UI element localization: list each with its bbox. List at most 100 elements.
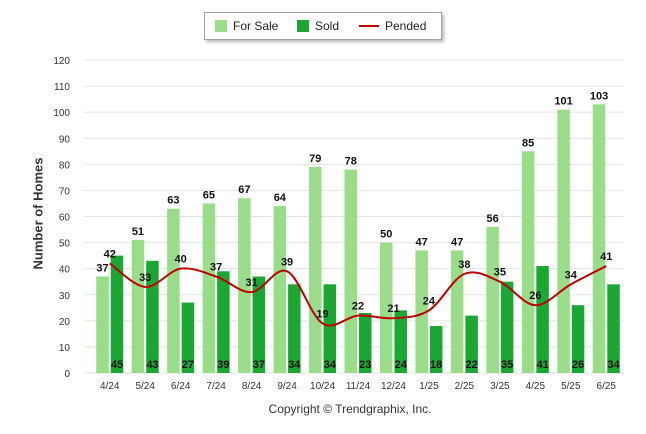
for-sale-value-label: 63 xyxy=(167,195,179,207)
for-sale-value-label: 64 xyxy=(274,192,287,204)
sold-value-label: 34 xyxy=(324,359,337,371)
y-tick-label: 120 xyxy=(53,56,70,67)
for-sale-value-label: 56 xyxy=(486,213,498,225)
pended-value-label: 38 xyxy=(458,259,470,271)
pended-value-label: 22 xyxy=(352,301,364,313)
pended-value-label: 21 xyxy=(387,303,399,315)
pended-value-label: 19 xyxy=(316,308,328,320)
for-sale-value-label: 65 xyxy=(203,189,215,201)
sold-bar xyxy=(571,305,585,373)
pended-value-label: 39 xyxy=(281,256,293,268)
pended-series-line xyxy=(109,262,607,327)
y-tick-label: 90 xyxy=(59,134,71,145)
sold-bar xyxy=(536,266,549,373)
x-tick-label: 5/25 xyxy=(561,381,581,392)
legend: For Sale Sold Pended xyxy=(204,12,442,40)
x-tick-label: 7/24 xyxy=(206,381,226,392)
copyright-text: Copyright © Trendgraphix, Inc. xyxy=(268,402,432,416)
x-tick-label: 10/24 xyxy=(310,381,335,392)
y-tick-label: 60 xyxy=(59,213,71,224)
for-sale-bar xyxy=(379,242,393,373)
sold-value-label: 39 xyxy=(217,359,229,371)
sold-value-label: 22 xyxy=(466,359,478,371)
x-tick-label: 2/25 xyxy=(455,381,475,392)
for-sale-bar xyxy=(273,206,287,373)
sold-bar xyxy=(359,313,372,373)
sold-legend-swatch xyxy=(297,20,309,32)
sold-value-label: 18 xyxy=(430,359,442,371)
y-tick-label: 100 xyxy=(53,108,70,119)
sold-bar xyxy=(394,310,407,373)
for-sale-value-label: 85 xyxy=(522,137,534,149)
for-sale-value-label: 67 xyxy=(238,184,250,196)
x-axis-ticks: 4/24 5/24 6/24 7/24 8/24 9/24 10/24 11/24 12/24 1… xyxy=(100,381,616,392)
sold-legend-label: Sold xyxy=(315,19,340,33)
y-axis-title: Number of Homes xyxy=(30,157,46,270)
pended-legend-label: Pended xyxy=(385,19,427,33)
data-labels: 37 45 51 43 63 27 65 39 67 37 64 34 79 34 78 23 50 24 47 18… xyxy=(96,90,620,371)
pended-value-label: 35 xyxy=(494,267,506,279)
sold-bar xyxy=(181,302,195,373)
for-sale-value-label: 37 xyxy=(96,262,108,274)
for-sale-value-label: 47 xyxy=(416,236,428,248)
x-tick-label: 6/24 xyxy=(171,381,191,392)
sold-bar xyxy=(288,284,301,373)
for-sale-bar xyxy=(202,203,216,373)
for-sale-bar xyxy=(415,250,428,373)
pended-value-label: 24 xyxy=(423,295,436,307)
pended-value-label: 40 xyxy=(175,254,187,266)
sold-bar xyxy=(500,281,514,373)
y-axis-ticks: 0 10 20 30 40 50 60 70 80 90 100 110 120 xyxy=(53,56,70,380)
sold-value-label: 26 xyxy=(572,359,584,371)
for-sale-value-label: 50 xyxy=(380,229,392,241)
y-tick-label: 0 xyxy=(64,369,70,380)
for-sale-bar xyxy=(592,104,606,373)
x-tick-label: 6/25 xyxy=(597,381,617,392)
y-tick-label: 70 xyxy=(59,186,71,197)
y-tick-label: 40 xyxy=(59,265,71,276)
y-tick-label: 80 xyxy=(59,160,71,171)
for-sale-bar xyxy=(96,276,109,373)
sold-value-label: 45 xyxy=(111,359,123,371)
x-tick-label: 4/25 xyxy=(526,381,546,392)
sold-bar xyxy=(252,276,266,373)
sold-value-label: 41 xyxy=(536,359,548,371)
y-tick-label: 50 xyxy=(59,239,71,250)
for-sale-bar xyxy=(521,151,535,373)
sold-bar xyxy=(607,284,620,373)
bars xyxy=(96,104,620,373)
y-tick-label: 20 xyxy=(59,317,71,328)
for-sale-bar xyxy=(167,208,180,373)
for-sale-bar xyxy=(309,166,322,373)
x-tick-label: 9/24 xyxy=(277,381,297,392)
sold-bar xyxy=(110,255,124,373)
sold-value-label: 34 xyxy=(288,359,301,371)
sold-value-label: 24 xyxy=(395,359,408,371)
sold-bar xyxy=(429,326,443,373)
for-sale-bar xyxy=(344,169,357,373)
for-sale-bar xyxy=(486,226,499,373)
x-tick-label: 1/25 xyxy=(419,381,439,392)
sold-bar xyxy=(323,284,337,373)
pended-value-label: 41 xyxy=(600,251,612,263)
pended-line xyxy=(109,262,607,327)
for-sale-legend-label: For Sale xyxy=(233,19,279,33)
x-tick-label: 8/24 xyxy=(242,381,262,392)
pended-value-label: 26 xyxy=(529,290,541,302)
x-tick-label: 3/25 xyxy=(490,381,510,392)
pended-value-label: 42 xyxy=(104,248,116,260)
sold-value-label: 35 xyxy=(501,359,513,371)
for-sale-value-label: 78 xyxy=(345,156,357,168)
y-tick-label: 110 xyxy=(54,82,70,93)
for-sale-value-label: 103 xyxy=(590,90,608,102)
for-sale-value-label: 79 xyxy=(309,153,321,165)
pended-value-label: 34 xyxy=(565,269,578,281)
pended-value-label: 33 xyxy=(139,272,151,284)
pended-value-label: 37 xyxy=(210,261,222,273)
pended-legend-line xyxy=(359,25,379,27)
sold-value-label: 27 xyxy=(182,359,194,371)
sold-bar xyxy=(146,260,159,373)
x-tick-label: 11/24 xyxy=(346,381,371,392)
sold-value-label: 37 xyxy=(253,359,265,371)
